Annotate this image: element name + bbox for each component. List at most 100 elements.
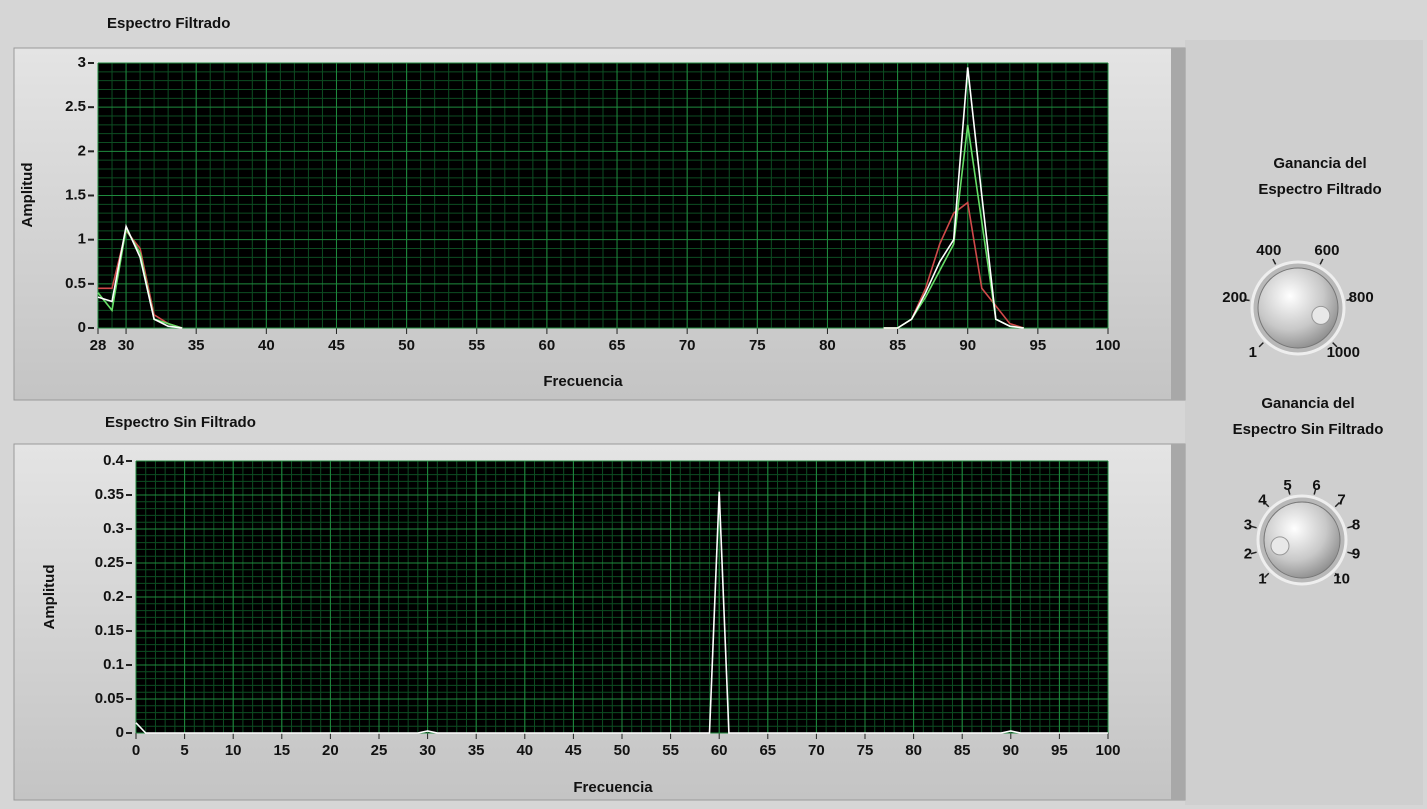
x-tick-label: 50 (614, 742, 631, 759)
x-tick-label: 28 (90, 337, 107, 354)
y-tick-label: 0.3 (103, 520, 124, 537)
knob-tick-label: 4 (1258, 491, 1267, 508)
knob-tick-label: 800 (1349, 289, 1374, 306)
knob-tick (1263, 501, 1270, 508)
x-tick-label: 80 (819, 337, 836, 354)
y-tick-label: 0.2 (103, 588, 124, 605)
y-tick-label: 0.25 (95, 554, 124, 571)
y-tick-label: 0 (78, 319, 86, 336)
x-tick-label: 65 (759, 742, 776, 759)
chart-title: Espectro Sin Filtrado (105, 414, 256, 431)
knob-tick-label: 8 (1352, 516, 1360, 533)
y-tick-label: 0 (116, 724, 124, 741)
x-tick-label: 30 (419, 742, 436, 759)
knob-pointer (1270, 536, 1290, 556)
knob-label: Espectro Sin Filtrado (1233, 421, 1384, 438)
x-tick-label: 60 (539, 337, 556, 354)
knob[interactable] (1257, 267, 1339, 349)
knob-tick (1250, 525, 1257, 529)
x-tick-label: 20 (322, 742, 339, 759)
y-tick-label: 0.35 (95, 486, 124, 503)
x-tick-label: 25 (371, 742, 388, 759)
y-tick-label: 0.5 (65, 275, 86, 292)
x-tick-label: 35 (188, 337, 205, 354)
knob-pointer (1311, 305, 1331, 325)
knob-tick (1243, 298, 1250, 302)
chart-title: Espectro Filtrado (107, 15, 230, 32)
knob-tick-label: 600 (1314, 242, 1339, 259)
series-line (135, 491, 1108, 734)
knob[interactable] (1263, 501, 1341, 579)
x-tick-label: 55 (468, 337, 485, 354)
x-tick-label: 0 (132, 742, 140, 759)
knob-tick (1263, 572, 1270, 579)
knob-tick-label: 10 (1333, 571, 1350, 588)
knob-tick (1287, 488, 1291, 495)
x-tick-label: 95 (1051, 742, 1068, 759)
knob-tick (1334, 501, 1341, 508)
y-tick-label: 3 (78, 54, 86, 71)
x-tick-label: 65 (609, 337, 626, 354)
x-tick-label: 35 (468, 742, 485, 759)
x-axis-label: Frecuencia (543, 373, 623, 390)
knob-tick-label: 1000 (1327, 344, 1360, 361)
knob-tick-label: 5 (1283, 477, 1291, 494)
knob-tick-label: 400 (1256, 242, 1281, 259)
knob-tick (1334, 572, 1341, 579)
knob-label: Espectro Filtrado (1258, 181, 1381, 198)
x-tick-label: 70 (679, 337, 696, 354)
y-axis-label: Amplitud (41, 565, 58, 630)
knob-label: Ganancia del (1273, 155, 1366, 172)
knob-tick-label: 2 (1244, 545, 1252, 562)
x-tick-label: 40 (516, 742, 533, 759)
knob-tick (1313, 488, 1317, 495)
y-tick-label: 1 (78, 231, 86, 248)
y-tick-label: 0.1 (103, 656, 124, 673)
x-tick-label: 100 (1095, 742, 1120, 759)
x-tick-label: 85 (954, 742, 971, 759)
knob-tick (1347, 525, 1354, 529)
knob-tick-label: 9 (1352, 545, 1360, 562)
x-axis-label: Frecuencia (573, 779, 653, 796)
knob-label: Ganancia del (1261, 395, 1354, 412)
knob-tick-label: 1 (1249, 344, 1257, 361)
y-tick-label: 1.5 (65, 186, 86, 203)
x-tick-label: 75 (857, 742, 874, 759)
x-tick-label: 5 (180, 742, 188, 759)
x-tick-label: 70 (808, 742, 825, 759)
x-tick-label: 90 (1002, 742, 1019, 759)
knob-tick-label: 3 (1244, 516, 1252, 533)
knob-tick (1272, 258, 1277, 265)
x-tick-label: 45 (328, 337, 345, 354)
x-tick-label: 85 (889, 337, 906, 354)
panel-edge (1171, 444, 1185, 800)
x-tick-label: 55 (662, 742, 679, 759)
knob-tick-label: 200 (1222, 289, 1247, 306)
x-tick-label: 50 (398, 337, 415, 354)
knob-tick (1258, 342, 1264, 348)
series-line (97, 67, 1024, 329)
x-tick-label: 80 (905, 742, 922, 759)
y-tick-label: 0.15 (95, 622, 124, 639)
knob-tick (1319, 258, 1324, 265)
knob-tick (1250, 551, 1257, 555)
knob-tick (1347, 551, 1354, 555)
side-panel (1185, 40, 1423, 805)
y-tick-label: 0.05 (95, 690, 124, 707)
panel-edge (1171, 48, 1185, 400)
x-tick-label: 30 (118, 337, 135, 354)
x-tick-label: 15 (273, 742, 290, 759)
x-tick-label: 90 (959, 337, 976, 354)
x-tick-label: 10 (225, 742, 242, 759)
y-axis-label: Amplitud (19, 163, 36, 228)
x-tick-label: 95 (1030, 337, 1047, 354)
x-tick-label: 40 (258, 337, 275, 354)
knob-tick-label: 6 (1312, 477, 1320, 494)
y-tick-label: 2 (78, 142, 86, 159)
x-tick-label: 60 (711, 742, 728, 759)
x-tick-label: 75 (749, 337, 766, 354)
knob-tick (1332, 342, 1338, 348)
x-tick-label: 45 (565, 742, 582, 759)
y-tick-label: 2.5 (65, 98, 86, 115)
